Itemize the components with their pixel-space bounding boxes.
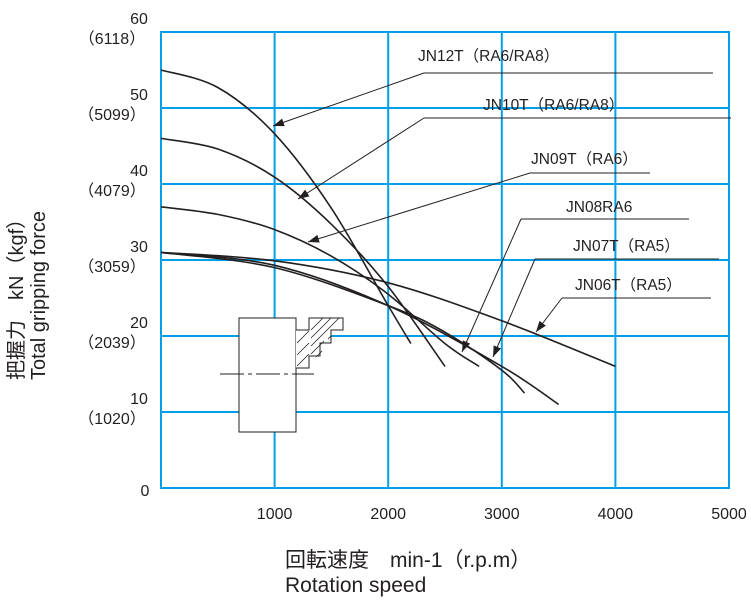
x-axis-title-en: Rotation speed (285, 574, 427, 597)
series-label: JN09T（RA6） (531, 151, 638, 168)
y-axis-title: 把握力 kN（kgf） Total gripping force (6, 80, 50, 380)
y-tick-label: 10 (130, 391, 148, 408)
x-tick-label: 4000 (598, 506, 634, 523)
leader-line (297, 117, 425, 200)
series-line (160, 206, 480, 368)
leader-arrowhead (298, 189, 310, 199)
leader-arrowhead (462, 340, 471, 352)
x-tick-label: 2000 (370, 506, 406, 523)
x-tick-label: 5000 (711, 506, 747, 523)
y-tick-label: 60 (130, 11, 148, 28)
leader-line (492, 258, 536, 358)
y-tick-kgf-label: （3059） (78, 258, 146, 276)
x-tick-label: 3000 (484, 506, 520, 523)
leader-arrowhead (308, 234, 320, 243)
y-tick-kgf-label: （4079） (78, 182, 146, 200)
y-tick-label: 30 (130, 239, 148, 256)
leader-arrowhead (273, 118, 285, 127)
y-tick-label: 50 (130, 87, 148, 104)
y-tick-kgf-label: （5099） (78, 106, 146, 124)
leader-arrowhead (493, 345, 502, 357)
y-axis-title-jp: 把握力 kN（kgf） (6, 208, 28, 380)
y-tick-label: 40 (130, 163, 148, 180)
y-tick-kgf-label: （2039） (78, 334, 146, 352)
series-label: JN06T（RA5） (575, 277, 682, 294)
y-tick-label: 20 (130, 315, 148, 332)
y-axis-title-en: Total gripping force (28, 211, 50, 380)
y-tick-label: 0 (141, 483, 150, 500)
leader-arrowhead (536, 320, 546, 332)
series-line (160, 137, 446, 367)
x-axis-title: 回転速度 min-1（r.p.m） Rotation speed (285, 548, 531, 598)
x-tick-label: 1000 (257, 506, 293, 523)
series-line (160, 251, 526, 394)
x-axis-title-jp: 回転速度 min-1（r.p.m） (285, 549, 532, 572)
series-label: JN10T（RA6/RA8） (483, 97, 624, 114)
y-tick-kgf-label: （6118） (79, 30, 145, 48)
series-label: JN08RA6 (566, 199, 632, 216)
series-line (160, 251, 616, 368)
series-line (160, 69, 412, 345)
chuck-cross-section-icon (220, 317, 344, 433)
leader-line (307, 172, 531, 243)
series-line (160, 251, 560, 406)
y-tick-kgf-label: （1020） (78, 410, 146, 428)
series-label: JN12T（RA6/RA8） (418, 48, 559, 65)
leader-line (272, 72, 425, 127)
series-label: JN07T（RA5） (573, 238, 680, 255)
leader-line (461, 218, 522, 353)
